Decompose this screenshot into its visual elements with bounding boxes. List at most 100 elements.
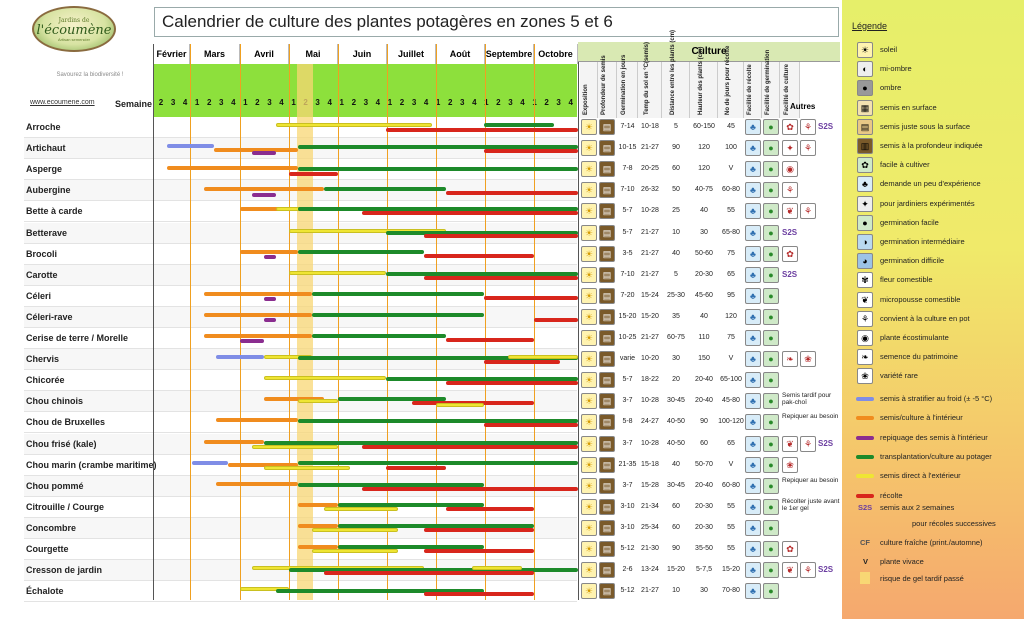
harvest-bar	[362, 444, 578, 449]
germination-ease-icon: ●	[763, 456, 779, 473]
month-6: Juillet	[387, 44, 436, 64]
week-number: 2	[544, 98, 549, 107]
sun-icon: ☀	[581, 372, 597, 389]
plant-spacing: 25	[672, 207, 680, 215]
soil-temperature: 21-27	[641, 144, 659, 152]
sun-icon: ☀	[581, 245, 597, 262]
indoor-transplant-bar	[252, 193, 276, 198]
direct-sowing-bar	[312, 549, 398, 553]
harvest-ease-icon: ♣	[745, 351, 761, 368]
week-number: 3	[267, 98, 272, 107]
harvest-bar	[362, 211, 578, 216]
heritage-icon: ❧	[857, 349, 873, 366]
s2s-badge: S2S	[818, 122, 834, 131]
harvest-bar	[484, 423, 578, 428]
garden-culture-bar	[298, 460, 578, 465]
days-to-harvest: 55	[727, 207, 735, 215]
plant-height: 60-150	[693, 123, 715, 130]
legend-label: pour jardiniers expérimentés	[880, 198, 975, 208]
month-divider	[240, 44, 241, 600]
garden-culture-bar	[386, 230, 578, 235]
germination-ease-icon: ●	[763, 308, 779, 325]
soil-temperature: 25-34	[641, 523, 659, 531]
website-link[interactable]: www.ecoumene.com	[30, 99, 95, 106]
plant-name: Céleri-rave	[26, 311, 73, 322]
legend-title: Légende	[852, 21, 888, 31]
plant-spacing: 5	[674, 270, 678, 278]
sun-icon: ☀	[581, 224, 597, 241]
some-experience-icon: ♣	[857, 176, 873, 193]
ecoumene-logo[interactable]: Jardins de l'écoumène Artisan semencier	[32, 6, 116, 52]
plant-height: 40	[700, 312, 708, 320]
column-header-label: Exposition	[582, 84, 589, 115]
germination-days: 7-14	[620, 123, 635, 130]
week-number: 1	[484, 98, 489, 107]
garden-culture-bar	[312, 291, 484, 296]
legend-label: semis à la profondeur indiquée	[880, 141, 983, 150]
sowing-depth-icon: ▤	[599, 583, 615, 600]
column-header-label: Profondeur de semis	[601, 55, 607, 115]
plant-spacing: 90	[672, 144, 680, 152]
autres-header: Autres	[790, 102, 816, 111]
sun-icon: ☀	[581, 203, 597, 220]
week-number: 2	[351, 98, 357, 107]
plant-name: Courgette	[26, 544, 69, 554]
garden-culture-bar	[324, 187, 446, 192]
soil-temperature: 13-24	[641, 566, 659, 574]
week-number: 3	[315, 98, 320, 107]
plant-height: 45-60	[695, 291, 713, 299]
plant-height: 20-40	[695, 376, 713, 384]
days-to-harvest: 60-80	[722, 481, 740, 489]
sowing-depth-icon: ▤	[599, 245, 615, 262]
garden-culture-bar	[264, 440, 578, 445]
harvest-ease-icon: ♣	[745, 519, 761, 536]
cold-stratification-bar	[216, 355, 264, 360]
column-header: No de jours pour récolte	[718, 46, 744, 118]
germination-days: 3-10	[620, 502, 635, 510]
month-divider	[534, 44, 535, 600]
garden-culture-bar	[386, 377, 578, 382]
week-number: 1	[194, 98, 200, 107]
sun-icon: ☀	[581, 562, 597, 579]
soil-temperature: 10-20	[641, 355, 659, 363]
plant-spacing: 30-45	[667, 397, 685, 405]
plant-name: Chervis	[26, 354, 60, 365]
direct-sowing-bar	[436, 403, 484, 408]
germination-ease-icon: ●	[763, 498, 779, 515]
germination-days: 3-7	[622, 439, 633, 447]
plant-height: 150	[698, 355, 710, 363]
month-divider	[387, 44, 388, 600]
plant-spacing: 40-50	[667, 418, 685, 426]
soil-temperature: 18-22	[641, 376, 659, 384]
column-header-label: Facilité de récolte	[746, 64, 753, 115]
microgreen-icon: ❦	[782, 562, 798, 579]
plant-name: Chou frisé (kale)	[26, 438, 97, 449]
germination-days: 5-12	[620, 587, 635, 595]
indoor-transplant-bar	[240, 339, 264, 343]
plant-spacing: 60	[672, 502, 680, 510]
week-number: 4	[182, 98, 188, 107]
sowing-depth-icon: ▤	[599, 182, 615, 199]
sun-icon: ☀	[581, 140, 597, 157]
days-to-harvest: 45-80	[722, 397, 740, 405]
germination-ease-icon: ●	[763, 562, 779, 579]
direct-sowing-bar	[508, 355, 578, 360]
harvest-bar	[386, 128, 578, 132]
plant-name: Bette à carde	[26, 206, 83, 217]
days-to-harvest: 100-120	[718, 418, 744, 426]
sun-icon: ☀	[581, 308, 597, 325]
plant-name: Chou pommé	[26, 480, 84, 491]
plant-spacing: 10	[672, 587, 680, 595]
sowing-depth-icon: ▤	[599, 435, 615, 452]
days-to-harvest: V	[728, 460, 734, 468]
week-number: 4	[279, 98, 284, 107]
germination-days: 3-10	[620, 523, 635, 531]
pot-icon: ⚘	[800, 119, 816, 135]
harvest-bar	[484, 360, 560, 365]
sowing-depth-icon: ▤	[599, 393, 615, 410]
harvest-ease-icon: ♣	[745, 308, 761, 325]
germination-days: 7-8	[622, 165, 633, 173]
direct-sowing-bar	[472, 566, 522, 571]
indoor-sowing-bar	[240, 207, 298, 212]
